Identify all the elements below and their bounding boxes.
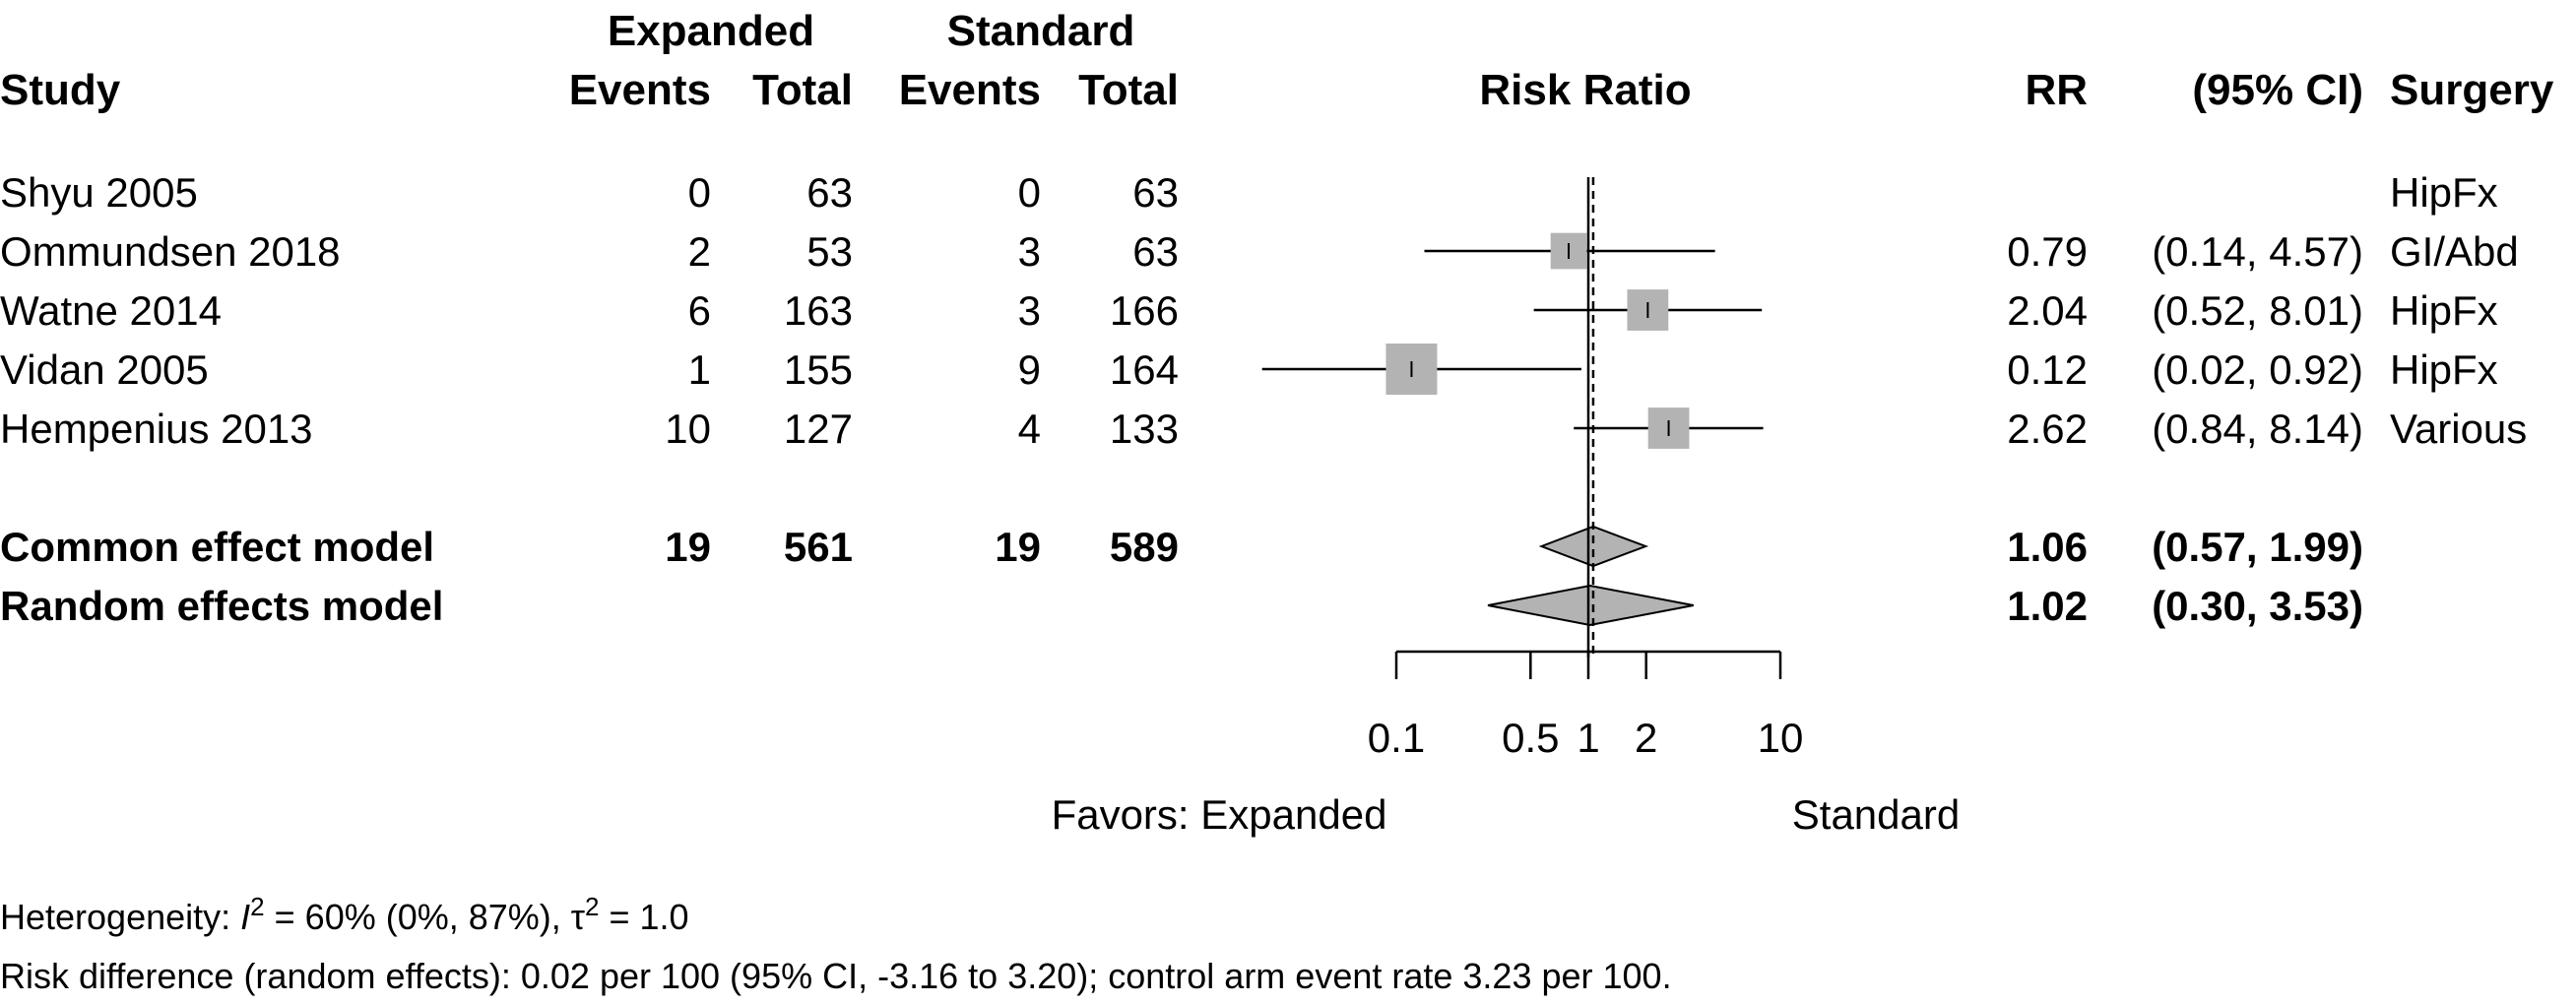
total-expanded: 155	[784, 346, 853, 393]
rr-value: 0.12	[2007, 346, 2088, 393]
total-expanded: 127	[784, 406, 853, 452]
surgery-type: HipFx	[2390, 169, 2498, 216]
i2-superscript: 2	[250, 892, 264, 921]
header-events-standard: Events	[899, 66, 1041, 114]
ci-value: (0.14, 4.57)	[2152, 228, 2363, 275]
x-tick-label: 1	[1577, 715, 1599, 761]
pooled-diamond	[1487, 584, 1695, 627]
events-expanded: 19	[665, 524, 711, 570]
x-tick-label: 10	[1758, 715, 1804, 761]
x-tick-label: 2	[1635, 715, 1657, 761]
study-name: Ommundsen 2018	[0, 228, 341, 275]
table-row: Vidan 2005 1 155 9 164 0.12 (0.02, 0.92) HipFx	[0, 346, 2498, 393]
events-standard: 0	[1018, 169, 1041, 216]
rr-value: 2.62	[2007, 406, 2088, 452]
favors-left-label: Favors: Expanded	[1052, 791, 1387, 838]
favors-right-label: Standard	[1792, 791, 1960, 838]
events-standard: 19	[995, 524, 1041, 570]
events-expanded: 2	[688, 228, 711, 275]
ci-value: (0.02, 0.92)	[2152, 346, 2363, 393]
heterogeneity-text: Heterogeneity: I2 = 60% (0%, 87%), τ2 = …	[0, 892, 689, 937]
x-tick-label: 0.5	[1502, 715, 1559, 761]
header-group-standard: Standard	[947, 7, 1135, 55]
events-standard: 9	[1018, 346, 1041, 393]
pooled-row: Random effects model 1.02 (0.30, 3.53)	[0, 583, 2363, 629]
events-standard: 3	[1018, 287, 1041, 334]
i2-value: = 60% (0%, 87%),	[265, 897, 571, 937]
table-row: Shyu 2005 0 63 0 63 HipFx	[0, 169, 2498, 216]
events-expanded: 6	[688, 287, 711, 334]
header-events-expanded: Events	[569, 66, 711, 114]
header-group-expanded: Expanded	[608, 7, 814, 55]
events-standard: 3	[1018, 228, 1041, 275]
total-standard: 63	[1132, 228, 1179, 275]
study-name: Vidan 2005	[0, 346, 209, 393]
x-axis: 0.1 0.5 1 2 10	[1368, 650, 1804, 761]
total-standard: 133	[1110, 406, 1179, 452]
header-ci: (95% CI)	[2192, 66, 2363, 114]
header-risk-ratio: Risk Ratio	[1479, 66, 1691, 114]
i2-symbol: I	[240, 897, 250, 937]
events-expanded: 10	[665, 406, 711, 452]
total-expanded: 561	[784, 524, 853, 570]
header-total-standard: Total	[1078, 66, 1179, 114]
tau-value: = 1.0	[600, 897, 689, 937]
header-total-expanded: Total	[752, 66, 853, 114]
heterogeneity-label: Heterogeneity:	[0, 897, 240, 937]
total-standard: 63	[1132, 169, 1179, 216]
surgery-type: HipFx	[2390, 287, 2498, 334]
rr-value: 0.79	[2007, 228, 2088, 275]
pooled-diamond	[1538, 525, 1649, 568]
rr-value: 2.04	[2007, 287, 2088, 334]
study-name: Hempenius 2013	[0, 406, 313, 452]
header-surgery: Surgery	[2390, 66, 2554, 114]
events-expanded: 1	[688, 346, 711, 393]
ci-value: (0.30, 3.53)	[2152, 583, 2363, 629]
header-rr: RR	[2025, 66, 2088, 114]
x-tick-label: 0.1	[1368, 715, 1425, 761]
ci-value: (0.84, 8.14)	[2152, 406, 2363, 452]
risk-difference-text: Risk difference (random effects): 0.02 p…	[0, 956, 1672, 996]
tau-superscript: 2	[585, 892, 599, 921]
pooled-model-name: Common effect model	[0, 524, 434, 570]
header-study: Study	[0, 66, 121, 114]
total-standard: 589	[1110, 524, 1179, 570]
surgery-type: HipFx	[2390, 346, 2498, 393]
total-standard: 166	[1110, 287, 1179, 334]
study-name: Watne 2014	[0, 287, 222, 334]
rr-value: 1.02	[2007, 583, 2088, 629]
total-expanded: 53	[806, 228, 853, 275]
study-name: Shyu 2005	[0, 169, 198, 216]
plot-area	[1261, 177, 1764, 658]
events-expanded: 0	[688, 169, 711, 216]
ci-value: (0.57, 1.99)	[2152, 524, 2363, 570]
table-row: Hempenius 2013 10 127 4 133 2.62 (0.84, 8.14) V…	[0, 406, 2527, 452]
rr-value: 1.06	[2007, 524, 2088, 570]
pooled-model-name: Random effects model	[0, 583, 443, 629]
table-row: Ommundsen 2018 2 53 3 63 0.79 (0.14, 4.57) GI/A…	[0, 228, 2519, 275]
events-standard: 4	[1018, 406, 1041, 452]
total-expanded: 163	[784, 287, 853, 334]
total-expanded: 63	[806, 169, 853, 216]
ci-value: (0.52, 8.01)	[2152, 287, 2363, 334]
total-standard: 164	[1110, 346, 1179, 393]
surgery-type: Various	[2390, 406, 2527, 452]
surgery-type: GI/Abd	[2390, 228, 2519, 275]
tau-symbol: τ	[571, 897, 585, 937]
pooled-row: Common effect model 19 561 19 589 1.06 (0.57, …	[0, 524, 2363, 570]
table-row: Watne 2014 6 163 3 166 2.04 (0.52, 8.01) HipFx	[0, 287, 2498, 334]
